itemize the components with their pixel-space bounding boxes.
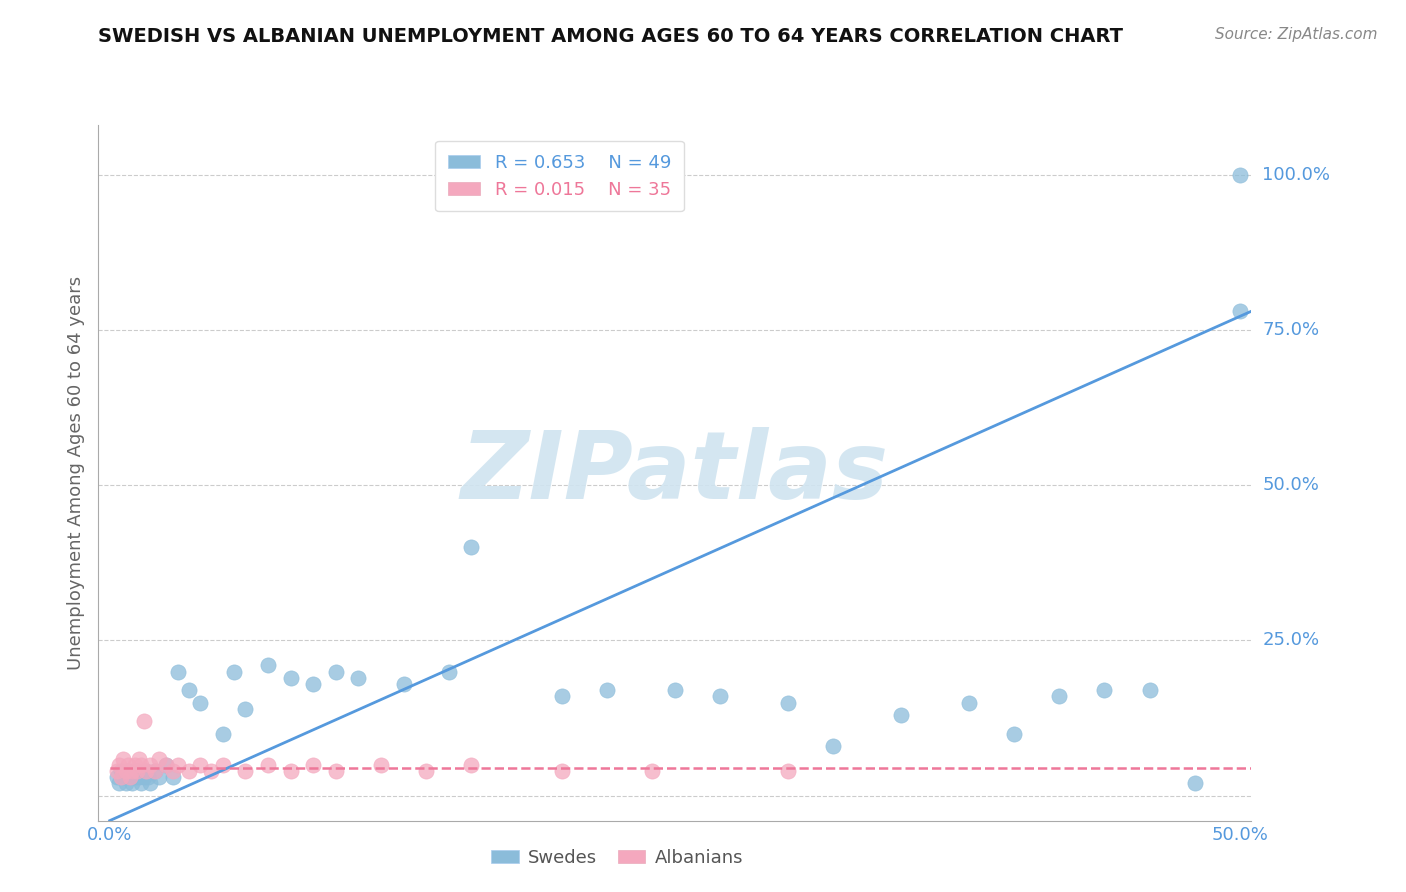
Text: Source: ZipAtlas.com: Source: ZipAtlas.com [1215, 27, 1378, 42]
Point [105, 770, 128, 784]
Point [136, 770, 159, 784]
Point [110, 770, 132, 784]
Point [132, 714, 155, 729]
Point [200, 764, 222, 778]
Point [155, 757, 177, 772]
Point [392, 677, 415, 691]
Point [128, 770, 150, 784]
Text: 100.0%: 100.0% [1263, 166, 1330, 184]
Point [325, 665, 347, 679]
Point [1139, 683, 1161, 698]
Point [347, 671, 370, 685]
Point [235, 702, 257, 716]
Point [177, 764, 200, 778]
Point [257, 658, 280, 673]
Point [121, 776, 143, 790]
Point [1092, 683, 1115, 698]
Point [148, 751, 170, 765]
Point [125, 764, 148, 778]
Point [437, 665, 460, 679]
Text: SWEDISH VS ALBANIAN UNEMPLOYMENT AMONG AGES 60 TO 64 YEARS CORRELATION CHART: SWEDISH VS ALBANIAN UNEMPLOYMENT AMONG A… [98, 27, 1123, 45]
Y-axis label: Unemployment Among Ages 60 to 64 years: Unemployment Among Ages 60 to 64 years [66, 276, 84, 670]
Text: 50.0%: 50.0% [1263, 476, 1319, 494]
Point [148, 770, 170, 784]
Point [112, 751, 135, 765]
Point [1229, 304, 1251, 318]
Point [139, 776, 162, 790]
Point [460, 757, 482, 772]
Point [709, 690, 731, 704]
Point [302, 757, 325, 772]
Point [166, 665, 188, 679]
Point [1229, 168, 1251, 182]
Point [143, 764, 166, 778]
Point [128, 751, 150, 765]
Point [1047, 690, 1070, 704]
Point [162, 764, 184, 778]
Point [110, 764, 132, 778]
Point [776, 696, 799, 710]
Point [280, 764, 302, 778]
Point [135, 764, 157, 778]
Point [125, 764, 148, 778]
Point [222, 665, 245, 679]
Point [551, 764, 574, 778]
Point [112, 770, 135, 784]
Text: 25.0%: 25.0% [1263, 632, 1320, 649]
Point [235, 764, 257, 778]
Point [162, 770, 184, 784]
Point [1184, 776, 1206, 790]
Point [823, 739, 845, 753]
Point [139, 757, 162, 772]
Point [117, 764, 139, 778]
Point [124, 770, 146, 784]
Point [415, 764, 437, 778]
Point [188, 757, 211, 772]
Point [957, 696, 980, 710]
Point [280, 671, 302, 685]
Point [135, 764, 157, 778]
Point [143, 764, 166, 778]
Point [107, 757, 129, 772]
Legend: Swedes, Albanians: Swedes, Albanians [484, 842, 751, 874]
Point [131, 776, 153, 790]
Point [211, 757, 233, 772]
Point [131, 757, 153, 772]
Point [596, 683, 619, 698]
Point [117, 757, 139, 772]
Point [211, 726, 233, 740]
Point [776, 764, 799, 778]
Point [124, 757, 146, 772]
Point [105, 764, 128, 778]
Point [641, 764, 664, 778]
Point [155, 757, 177, 772]
Point [890, 708, 912, 723]
Point [107, 776, 129, 790]
Point [257, 757, 280, 772]
Point [121, 764, 143, 778]
Text: 75.0%: 75.0% [1263, 321, 1320, 339]
Point [120, 770, 142, 784]
Point [370, 757, 392, 772]
Point [1002, 726, 1025, 740]
Text: ZIPatlas: ZIPatlas [461, 426, 889, 519]
Point [460, 541, 482, 555]
Point [166, 757, 188, 772]
Point [114, 776, 136, 790]
Point [132, 770, 155, 784]
Point [664, 683, 686, 698]
Point [114, 764, 136, 778]
Point [302, 677, 325, 691]
Point [325, 764, 347, 778]
Point [188, 696, 211, 710]
Point [551, 690, 574, 704]
Point [177, 683, 200, 698]
Point [120, 770, 142, 784]
